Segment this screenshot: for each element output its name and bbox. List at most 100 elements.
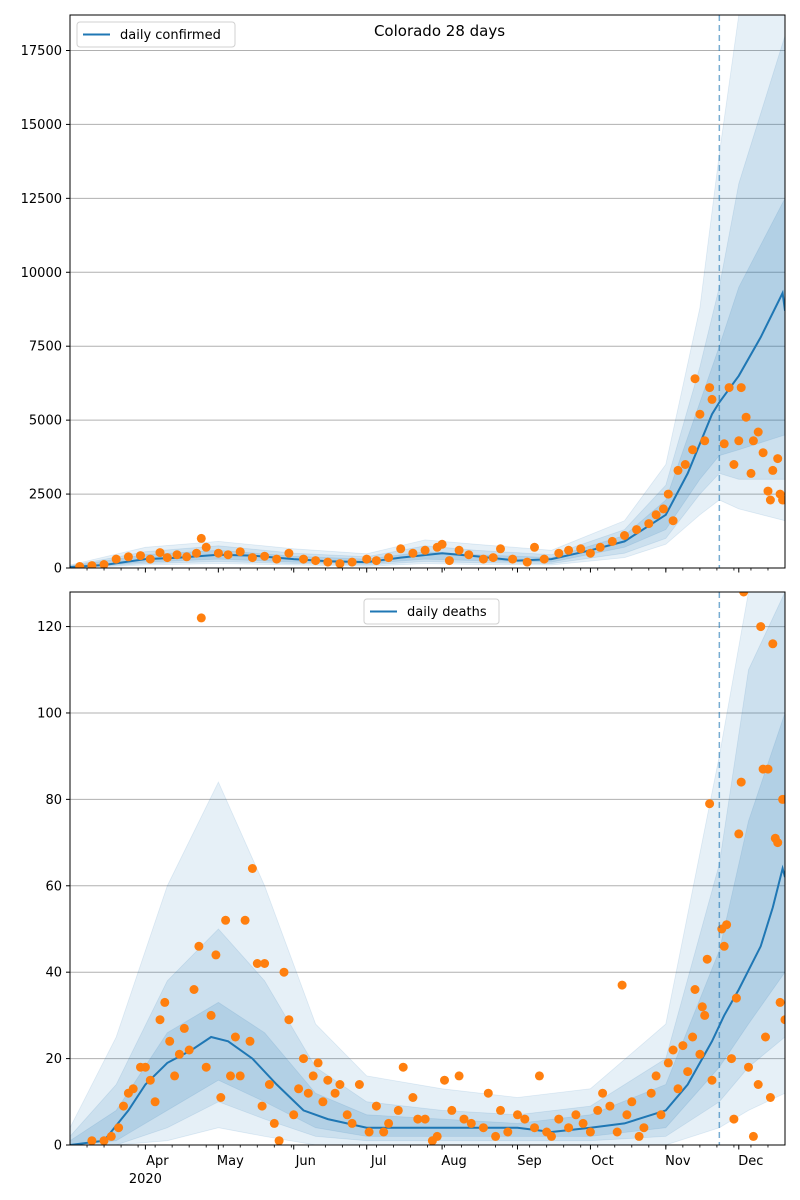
data-point [206,1010,216,1020]
data-point [150,1097,160,1107]
data-point [700,1010,710,1020]
data-point [753,1080,763,1089]
data-point [145,554,155,564]
data-point [362,554,372,564]
data-point [663,1058,673,1068]
ytick-label: 80 [45,793,62,808]
data-point [564,1123,574,1133]
data-point [264,1080,274,1089]
data-point [576,544,586,554]
data-point [780,1015,785,1025]
data-point [444,556,454,566]
data-point [765,1093,775,1102]
data-point [87,561,97,568]
data-point [758,448,768,458]
data-point [396,544,406,554]
data-point [607,536,617,546]
data-point [617,980,627,990]
data-point [656,1110,666,1120]
data-point [554,548,564,558]
legend: daily deaths [363,598,500,625]
plot-area [70,592,785,1145]
data-point [226,1071,235,1081]
data-point [106,1131,116,1141]
data-point [700,436,710,446]
data-point [216,1093,226,1102]
ytick-label: 12500 [21,192,62,207]
data-point [513,1110,522,1120]
data-point [303,1088,313,1098]
data-point [773,838,783,848]
ytick-label: 2500 [29,488,62,503]
data-point [695,409,705,419]
legend-box [76,21,236,48]
data-point [213,548,223,558]
data-point [620,531,629,540]
data-point [627,1097,637,1107]
data-point [87,1136,97,1145]
data-point [230,1032,240,1042]
data-point [598,1088,608,1098]
data-point [420,1114,430,1124]
data-point [342,1110,352,1120]
data-point [284,1015,294,1025]
data-point [478,1123,488,1133]
legend-box [363,598,500,625]
data-point [162,553,172,563]
data-point [299,1054,308,1064]
data-point [547,1131,556,1141]
ytick-label: 120 [37,620,62,635]
band-outer [70,592,785,1145]
data-point [585,1127,595,1137]
data-point [646,1088,656,1098]
data-point [775,997,785,1007]
data-point [235,1071,245,1081]
xtick-label: Jul [370,1154,387,1169]
data-point [247,553,257,563]
data-point [578,1118,588,1128]
data-point [496,1105,505,1115]
data-point [294,1084,304,1094]
ytick-label: 7500 [29,340,62,355]
data-point [111,554,121,564]
xtick-label: May [217,1154,244,1169]
data-point [354,1080,364,1089]
data-point [245,1036,255,1046]
data-point [323,1075,333,1085]
data-point [554,1114,564,1124]
data-point [748,1131,758,1141]
data-point [688,1032,698,1042]
data-point [612,1127,622,1137]
data-point [707,1075,717,1085]
data-point [189,985,199,994]
data-point [534,1071,544,1081]
data-point [683,1067,693,1077]
data-point [165,1036,175,1046]
data-point [299,554,308,564]
data-point [734,829,744,839]
data-point [347,1118,357,1128]
xtick-label: Dec [738,1154,763,1169]
data-point [364,1127,374,1137]
data-point [99,560,109,568]
data-point [335,559,345,568]
data-point [508,554,518,564]
data-point [279,967,289,977]
data-point [155,548,165,558]
data-point [748,436,758,446]
data-point [384,553,394,563]
data-point [595,542,605,552]
data-point [605,1101,615,1111]
data-point [705,383,715,393]
data-point [223,550,233,560]
data-point [491,1131,501,1141]
data-point [408,548,418,558]
data-point [170,1071,180,1081]
data-point [466,1118,476,1128]
data-point [252,959,262,968]
data-point [761,1032,770,1042]
data-point [593,1105,603,1115]
data-point [136,551,145,561]
data-point [274,1136,284,1145]
data-point [488,553,498,563]
